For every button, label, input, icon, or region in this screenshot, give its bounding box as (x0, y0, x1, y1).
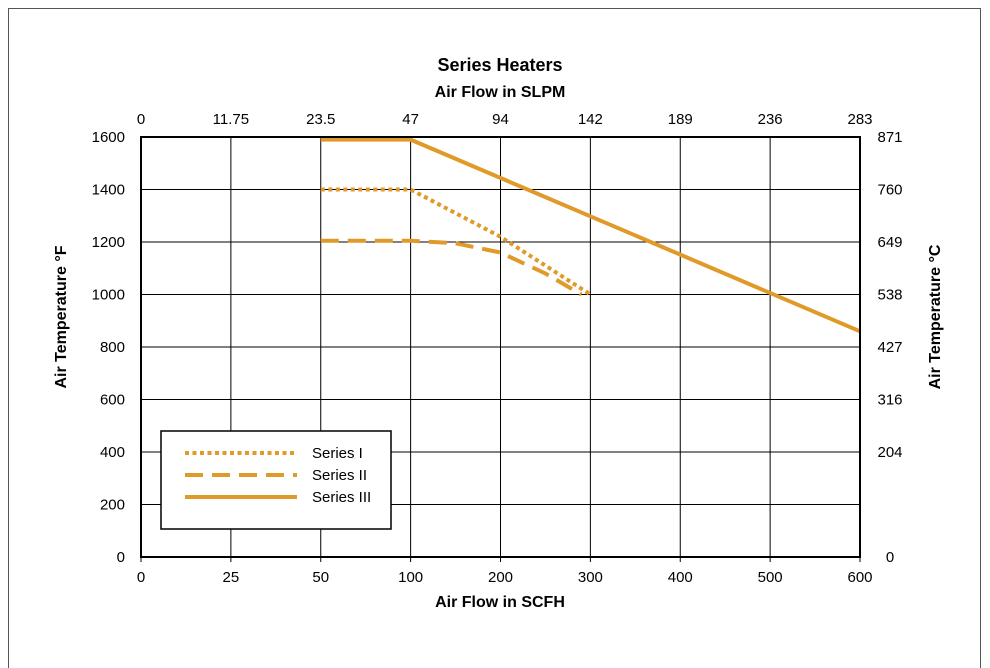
y2-tick-label: 204 (877, 444, 902, 461)
bottom-x-axis-title: Air Flow in SCFH (435, 594, 565, 611)
y-tick-label: 200 (100, 497, 125, 514)
legend: Series I Series II Series III (160, 430, 392, 530)
x-tick-label: 300 (578, 569, 603, 586)
y-tick-label: 1200 (92, 234, 125, 251)
x-tick-label: 600 (847, 569, 872, 586)
top-x-axis-title: Air Flow in SLPM (435, 84, 566, 101)
x-tick-label: 25 (223, 569, 240, 586)
x2-tick-label: 189 (668, 111, 693, 128)
tick-labels: 0 25 50 100 200 300 400 500 600 0 11.75 23.5 47 94 142… (92, 111, 903, 586)
left-y-axis-title: Air Temperature °F (53, 245, 70, 388)
y2-tick-label: 0 (886, 549, 894, 566)
y-tick-label: 0 (117, 549, 125, 566)
x-tick-label: 100 (398, 569, 423, 586)
y-tick-label: 600 (100, 392, 125, 409)
y2-tick-label: 649 (877, 234, 902, 251)
y2-tick-label: 760 (877, 182, 902, 199)
y-tick-label: 1400 (92, 182, 125, 199)
y2-tick-label: 871 (877, 129, 902, 146)
x-tick-label: 0 (137, 569, 145, 586)
series-line-series-iii (320, 137, 861, 334)
y-tick-label: 400 (100, 444, 125, 461)
legend-label: Series II (312, 467, 367, 484)
series-line-series-ii (320, 238, 583, 297)
y2-tick-label: 316 (877, 392, 902, 409)
x2-tick-label: 47 (402, 111, 419, 128)
y-tick-label: 800 (100, 339, 125, 356)
x-tick-label: 400 (668, 569, 693, 586)
x-tick-label: 50 (312, 569, 329, 586)
legend-label: Series I (312, 445, 363, 462)
chart-title: Series Heaters (437, 55, 562, 75)
y-tick-label: 1600 (92, 129, 125, 146)
x2-tick-label: 11.75 (213, 111, 249, 128)
chart-frame (8, 8, 981, 668)
x2-tick-label: 23.5 (306, 111, 335, 128)
x2-tick-label: 142 (578, 111, 603, 128)
legend-label: Series III (312, 489, 371, 506)
x2-tick-label: 94 (492, 111, 509, 128)
series-layer (320, 137, 861, 334)
right-y-axis-title: Air Temperature °C (927, 244, 944, 389)
legend-box (160, 430, 392, 530)
grid-layer (141, 137, 860, 557)
x2-tick-label: 0 (137, 111, 145, 128)
x-tick-label: 200 (488, 569, 513, 586)
y2-tick-label: 538 (877, 287, 902, 304)
y-tick-label: 1000 (92, 287, 125, 304)
x2-tick-label: 236 (758, 111, 783, 128)
y2-tick-label: 427 (877, 339, 902, 356)
x-tick-label: 500 (758, 569, 783, 586)
x2-tick-label: 283 (847, 111, 872, 128)
